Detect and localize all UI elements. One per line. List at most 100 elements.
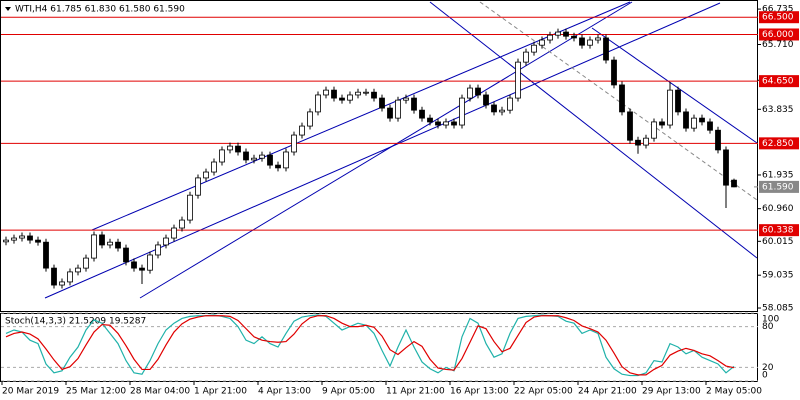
x-tick-label: 28 Mar 04:00 [130, 387, 190, 397]
level-label-bg [759, 75, 799, 88]
x-tick-label: 29 Apr 13:00 [642, 387, 701, 397]
trend-dashed [479, 1, 758, 201]
candle-body [435, 121, 441, 126]
candle-body [219, 149, 225, 163]
y-tick-label: 63.835 [762, 105, 794, 115]
candle-body [499, 109, 505, 113]
candle-body [131, 261, 137, 269]
x-tick-label: 16 Apr 13:00 [450, 387, 509, 397]
candle-body [299, 125, 305, 136]
candle-body [547, 34, 553, 41]
candle-body [203, 171, 209, 179]
channel-line [139, 1, 633, 299]
candle-body [451, 121, 457, 126]
stoch-line [5, 314, 735, 377]
candle-body [355, 91, 361, 96]
level-label-bg [759, 137, 799, 150]
last-price-bg [759, 180, 799, 193]
candle-body [99, 234, 105, 246]
candle-body [67, 271, 73, 283]
candle-body [11, 237, 17, 241]
candle-body [627, 111, 633, 141]
y-tick-label: 58.085 [762, 304, 794, 314]
candle-body [539, 39, 545, 46]
x-tick-label: 22 Apr 05:00 [514, 387, 573, 397]
candle-body [707, 121, 713, 131]
candle-body [579, 37, 585, 46]
candle-body [35, 239, 41, 243]
candle-body [3, 239, 9, 243]
candle-body [731, 179, 737, 188]
candle-body [235, 145, 241, 153]
candle-body [171, 227, 177, 239]
candle-body [555, 31, 561, 36]
candle-body [251, 157, 257, 161]
trend-lines [44, 1, 758, 299]
level-label-bg [759, 224, 799, 237]
level-label-bg [759, 11, 799, 24]
x-tick-label: 2 May 05:00 [706, 387, 762, 397]
x-tick-label: 11 Apr 21:00 [386, 387, 445, 397]
level-label-bg [759, 28, 799, 41]
candle-body [699, 117, 705, 123]
y-tick-label: 65.710 [762, 40, 794, 50]
x-tick-label: 24 Apr 21:00 [578, 387, 637, 397]
candle-body [371, 91, 377, 99]
candle-body [163, 237, 169, 246]
candle-body [75, 267, 81, 273]
candle-body [227, 145, 233, 151]
candle-body [107, 241, 113, 246]
candle-body [691, 117, 697, 129]
candle-body [419, 109, 425, 119]
candle-body [395, 99, 401, 119]
candle-body [427, 117, 433, 123]
candle-body [59, 281, 65, 286]
candle-body [187, 194, 193, 221]
candle-body [275, 164, 281, 169]
candle-body [467, 87, 473, 99]
candle-body [115, 241, 121, 249]
candle-body [683, 111, 689, 129]
candle-body [331, 89, 337, 99]
candle-body [515, 61, 521, 99]
candle-body [651, 121, 657, 139]
candle-body [523, 51, 529, 63]
y-tick-label: 59.035 [762, 271, 794, 281]
y-tick-label: 20 [762, 363, 774, 373]
level-label: 62.850 [762, 139, 794, 149]
candle-body [139, 267, 145, 271]
candle-body [675, 89, 681, 113]
channel-line [591, 27, 758, 144]
y-tick-label: 100 [762, 315, 779, 325]
candle-body [411, 97, 417, 111]
candle-body [611, 59, 617, 86]
y-tick-label: 60.015 [762, 237, 794, 247]
candle-body [43, 241, 49, 269]
candle-body [571, 35, 577, 39]
candle-body [179, 219, 185, 229]
y-tick-label: 61.935 [762, 170, 794, 180]
candle-body [347, 94, 353, 101]
candle-body [595, 37, 601, 41]
candle-body [283, 151, 289, 169]
candle-body [459, 97, 465, 126]
candle-body [27, 235, 33, 241]
candle-body [715, 129, 721, 151]
candle-body [507, 97, 513, 111]
candle-body [339, 97, 345, 101]
channel-line [429, 1, 758, 259]
candle-body [619, 84, 625, 113]
x-tick-label: 20 Mar 2019 [2, 387, 59, 397]
candle-body [83, 257, 89, 269]
candle-body [387, 107, 393, 119]
candle-body [307, 111, 313, 127]
main-frame [0, 0, 758, 312]
candle-body [491, 104, 497, 113]
level-label: 60.338 [762, 226, 794, 236]
candle-body [91, 234, 97, 259]
level-label: 66.500 [762, 13, 794, 23]
candle-body [635, 139, 641, 146]
chart-title: WTI,H4 61.785 61.830 61.580 61.590 [15, 5, 185, 15]
menu-icon[interactable] [5, 7, 11, 11]
